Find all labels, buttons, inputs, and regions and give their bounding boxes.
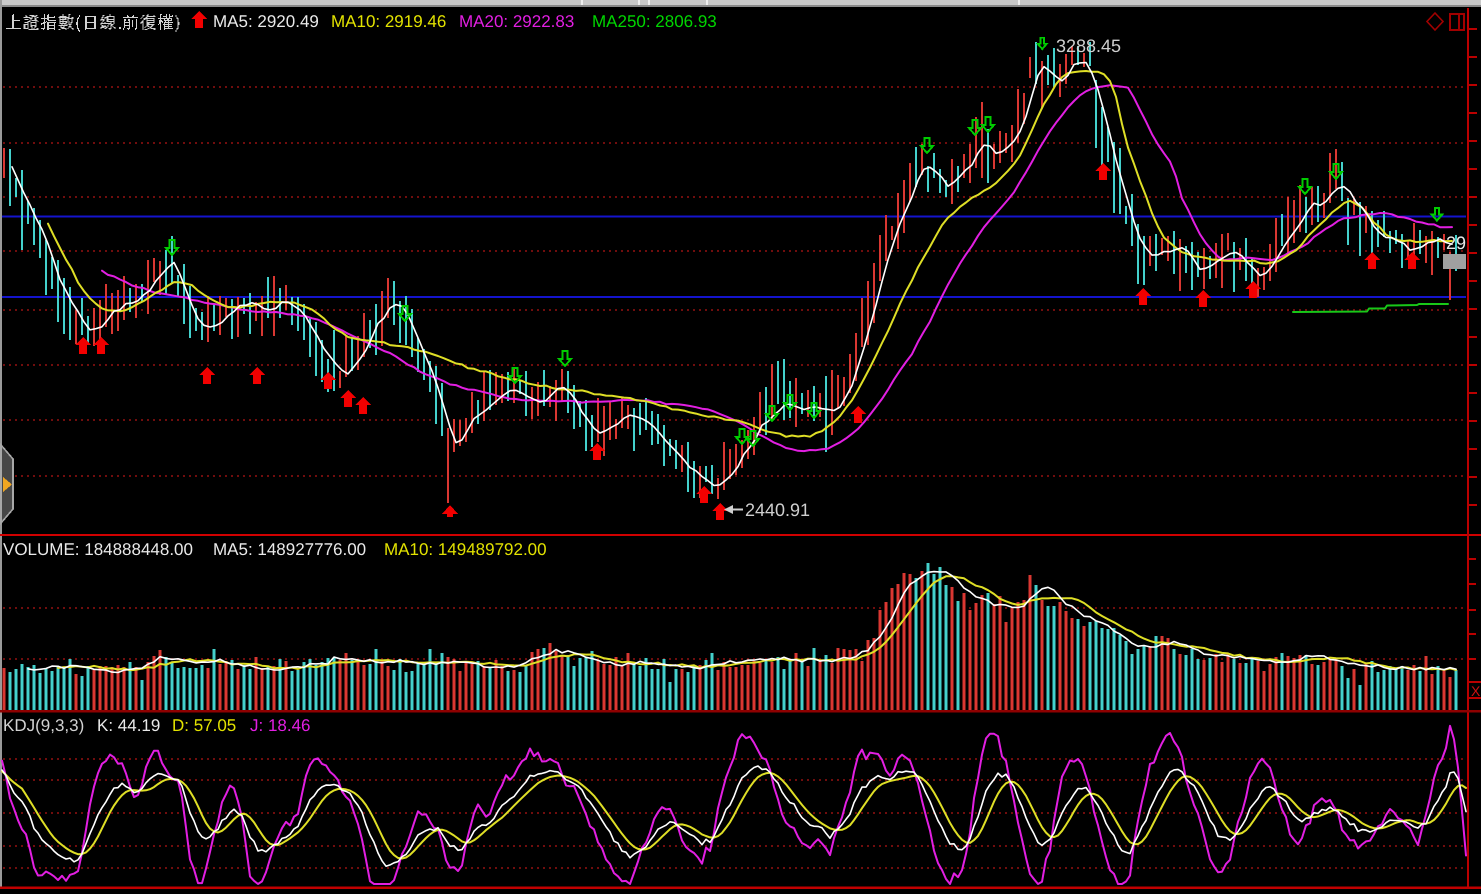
svg-text:J: 18.46: J: 18.46 xyxy=(250,716,311,735)
svg-text:2440.91: 2440.91 xyxy=(745,500,810,520)
svg-text:MA10: 2919.46: MA10: 2919.46 xyxy=(331,12,446,31)
svg-text:X: X xyxy=(1471,683,1481,699)
svg-text:MA10: 149489792.00: MA10: 149489792.00 xyxy=(384,540,547,559)
svg-text:29: 29 xyxy=(1446,233,1466,253)
svg-text:KDJ(9,3,3): KDJ(9,3,3) xyxy=(3,716,84,735)
svg-text:MA5: 2920.49: MA5: 2920.49 xyxy=(213,12,319,31)
svg-text:K: 44.19: K: 44.19 xyxy=(97,716,160,735)
svg-text:MA20: 2922.83: MA20: 2922.83 xyxy=(459,12,574,31)
svg-text:MA5: 148927776.00: MA5: 148927776.00 xyxy=(213,540,366,559)
svg-text:3288.45: 3288.45 xyxy=(1056,36,1121,56)
svg-text:VOLUME: 184888448.00: VOLUME: 184888448.00 xyxy=(3,540,193,559)
svg-text:D: 57.05: D: 57.05 xyxy=(172,716,236,735)
svg-text:MA250: 2806.93: MA250: 2806.93 xyxy=(592,12,717,31)
